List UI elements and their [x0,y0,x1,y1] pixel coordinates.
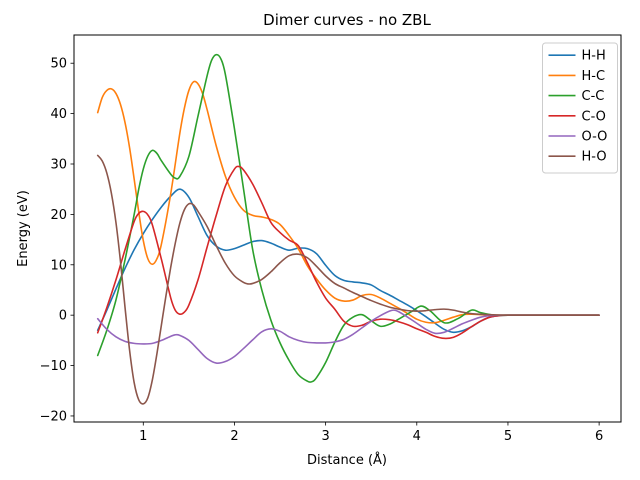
series-line-H-O [96,154,600,405]
y-tick-label: 0 [59,309,67,324]
axes-frame [73,34,622,423]
series-line-C-C [96,53,600,383]
x-axis-label: Distance (Å) [307,452,387,468]
y-tick-label: −20 [40,409,67,424]
x-tick-label: 1 [139,429,147,444]
legend-entry-C-O: C-O [548,109,606,124]
y-tick-label: 30 [50,158,67,173]
legend-entry-H-H: H-H [548,49,606,64]
legend-label: C-C [582,89,605,104]
legend-label: O-O [582,130,608,145]
y-tick-label: −10 [40,359,67,374]
y-tick-label: 50 [50,57,67,72]
series-line-H-H [96,188,600,334]
legend-entry-H-O: H-O [548,150,607,165]
x-tick-label: 2 [230,429,238,444]
legend-label: H-H [582,49,606,64]
x-tick-label: 6 [595,429,603,444]
legend-entry-C-C: C-C [548,89,605,104]
y-tick-label: 20 [50,208,67,223]
legend-label: H-O [582,150,607,165]
series-line-C-O [96,165,600,340]
series-line-O-O [96,309,600,364]
y-tick-label: 10 [50,258,67,273]
y-tick-label: 40 [50,107,67,122]
chart-title: Dimer curves - no ZBL [263,11,431,29]
y-axis-label: Energy (eV) [16,190,31,267]
x-tick-label: 4 [413,429,421,444]
x-tick-label: 3 [321,429,329,444]
legend-entry-O-O: O-O [548,130,608,145]
series-line-H-C [96,80,600,324]
legend-label: H-C [582,69,606,84]
x-tick-label: 5 [504,429,512,444]
legend-label: C-O [582,109,606,124]
legend-entry-H-C: H-C [548,69,606,84]
